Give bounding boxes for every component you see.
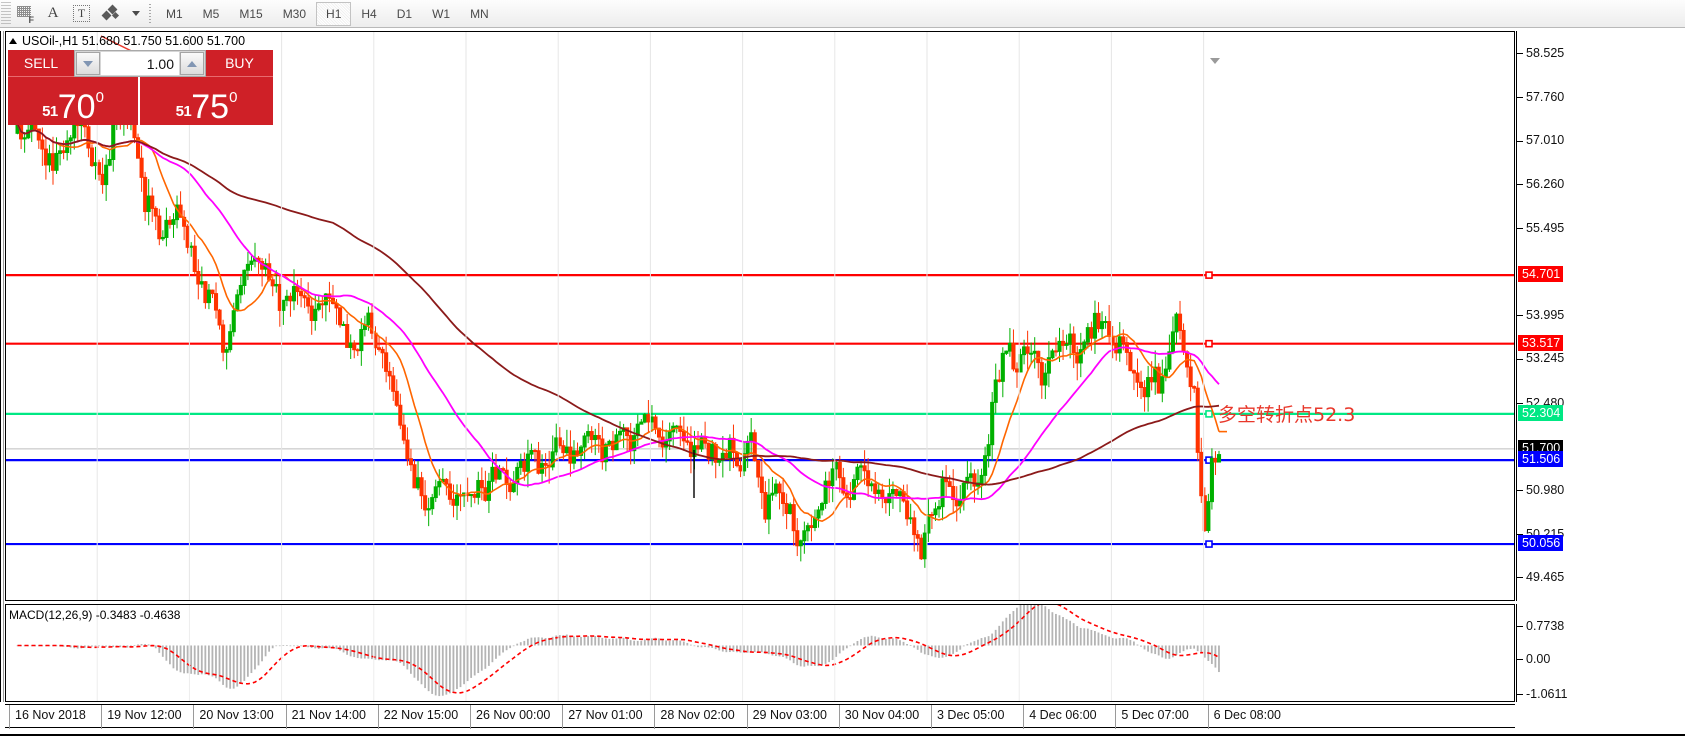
price-level-label-support[interactable]: 51.506 [1518, 451, 1564, 468]
sell-price-integer: 51 [42, 103, 58, 120]
buy-price-box[interactable]: 51 75 0 [140, 77, 273, 125]
chart-area[interactable]: USOil-,H1 51.680 51.750 51.600 51.700 MA… [0, 28, 1685, 750]
time-tick-label: 4 Dec 06:00 [1029, 708, 1097, 722]
timeframe-m1[interactable]: M1 [166, 6, 183, 21]
macd-axis: 0.7738 0.00 -1.0611 [1516, 604, 1685, 702]
time-tick-label: 29 Nov 03:00 [752, 708, 827, 722]
timeframe-m5[interactable]: M5 [202, 6, 220, 21]
chart-left-rail [0, 31, 4, 702]
time-tick-label: 28 Nov 02:00 [660, 708, 735, 722]
time-tick-separator [931, 705, 932, 729]
timeframe-m30[interactable]: M30 [282, 6, 307, 21]
timeframe-m15[interactable]: M15 [239, 6, 263, 21]
one-click-trade-panel[interactable]: SELL 1.00 BUY 51 70 0 51 75 0 [8, 50, 273, 125]
price-level-label-resistance[interactable]: 53.517 [1518, 334, 1564, 351]
scroll-marker-icon [1210, 58, 1220, 64]
timeframe-h1[interactable]: H1 [316, 1, 352, 26]
toolbar-separator [149, 3, 151, 24]
sell-price-box[interactable]: 51 70 0 [8, 77, 140, 125]
volume-input[interactable]: 1.00 [101, 52, 179, 75]
volume-decrease-button[interactable] [76, 52, 100, 75]
time-tick-separator [838, 705, 840, 729]
time-axis[interactable]: 16 Nov 2018 19 Nov 12:00 20 Nov 13:00 21 No… [5, 704, 1515, 729]
buy-price-major: 75 [191, 88, 230, 126]
time-tick-separator [1115, 705, 1117, 729]
text-label-T-icon[interactable]: T [67, 2, 96, 26]
time-tick-separator [9, 705, 10, 729]
price-tick: 55.495 [1517, 221, 1564, 235]
sell-price-major: 70 [57, 88, 96, 126]
volume-increase-button[interactable] [180, 52, 204, 75]
macd-plot[interactable] [5, 604, 1515, 702]
price-level-label-resistance[interactable]: 54.701 [1518, 266, 1564, 283]
chart-symbol-ohlc: USOil-,H1 51.680 51.750 51.600 51.700 [22, 34, 246, 48]
buy-button[interactable]: BUY [206, 50, 273, 77]
price-tick: 50.980 [1517, 483, 1564, 497]
crosshair-f-icon[interactable]: F [11, 2, 39, 26]
price-svg [6, 32, 1514, 600]
price-tick: 57.760 [1517, 90, 1564, 104]
time-tick-separator [193, 705, 195, 729]
time-tick-label: 3 Dec 05:00 [937, 708, 1005, 722]
time-tick-label: 20 Nov 13:00 [199, 708, 274, 722]
chart-toolbar: F A T M1 M5 M15 M30 H1 H4 D1 W1 MN [0, 0, 1685, 28]
time-tick-label: 21 Nov 14:00 [291, 708, 366, 722]
time-tick-separator [285, 705, 287, 729]
time-tick-label: 27 Nov 01:00 [568, 708, 643, 722]
time-tick-separator [746, 705, 748, 729]
timeframe-d1[interactable]: D1 [396, 6, 413, 21]
price-tick: 53.245 [1517, 351, 1564, 365]
chart-text-annotation[interactable]: 多空转折点52.3 [1218, 404, 1356, 426]
time-tick-label: 26 Nov 00:00 [476, 708, 551, 722]
time-tick-label: 16 Nov 2018 [15, 708, 86, 722]
collapse-triangle-icon[interactable] [9, 38, 17, 44]
time-tick-separator [654, 705, 656, 729]
time-tick-label: 6 Dec 08:00 [1213, 708, 1282, 722]
objects-diamonds-icon[interactable] [96, 2, 128, 26]
macd-tick-high: 0.7738 [1517, 619, 1564, 633]
chevron-down-icon[interactable] [128, 2, 144, 26]
price-tick: 56.260 [1517, 177, 1564, 191]
toolbar-drag-handle[interactable] [1, 1, 11, 26]
time-tick-label: 30 Nov 04:00 [844, 708, 920, 722]
time-tick-separator [1207, 705, 1209, 729]
time-tick-label: 19 Nov 12:00 [107, 708, 182, 722]
price-plot[interactable] [5, 31, 1515, 601]
price-level-label-pivot[interactable]: 52.304 [1518, 404, 1564, 421]
price-tick: 53.995 [1517, 308, 1564, 322]
sell-button[interactable]: SELL [8, 50, 74, 77]
time-tick-label: 5 Dec 07:00 [1121, 708, 1189, 722]
text-A-icon[interactable]: A [47, 5, 59, 21]
volume-stepper[interactable]: 1.00 [74, 50, 206, 77]
macd-indicator-label: MACD(12,26,9) -0.3483 -0.4638 [9, 608, 181, 622]
time-tick-label: 22 Nov 15:00 [383, 708, 459, 722]
price-level-label-support[interactable]: 50.056 [1518, 535, 1564, 552]
buy-price-integer: 51 [175, 103, 192, 120]
timeframe-w1[interactable]: W1 [432, 6, 451, 21]
price-axis[interactable]: 58.525 57.760 57.010 56.260 55.495 53.995 53.2… [1516, 31, 1685, 601]
price-tick: 58.525 [1517, 46, 1564, 60]
timeframe-mn[interactable]: MN [470, 6, 489, 21]
macd-tick-low: -1.0611 [1517, 687, 1567, 701]
macd-tick-zero: 0.00 [1517, 652, 1550, 666]
time-tick-separator [470, 705, 471, 729]
time-tick-separator [562, 705, 564, 729]
macd-svg [16, 605, 1220, 701]
price-tick: 57.010 [1517, 133, 1564, 147]
price-tick: 49.465 [1517, 570, 1564, 584]
time-tick-separator [101, 705, 103, 729]
buy-price-fraction: 0 [229, 89, 238, 106]
sell-price-fraction: 0 [95, 89, 104, 106]
time-tick-separator [1023, 705, 1025, 729]
time-tick-separator [377, 705, 379, 729]
chart-data-header: USOil-,H1 51.680 51.750 51.600 51.700 [9, 34, 245, 48]
timeframe-h4[interactable]: H4 [361, 6, 377, 21]
window-bottom-border [0, 734, 1685, 736]
